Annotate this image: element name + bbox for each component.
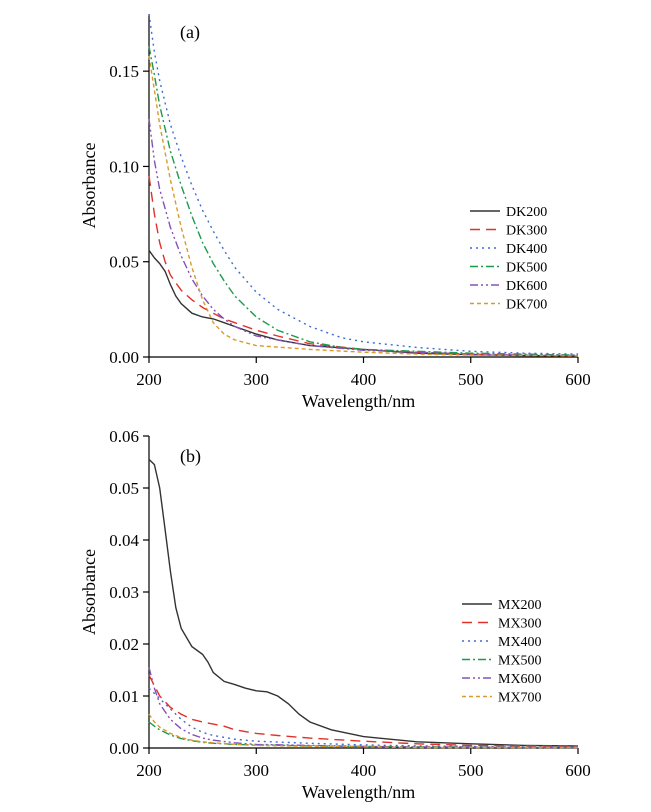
series-group	[148, 13, 579, 357]
panel-label: (a)	[180, 22, 200, 43]
y-tick-label: 0.06	[109, 427, 139, 446]
legend-label: DK300	[506, 224, 547, 239]
legend-label: DK200	[506, 205, 547, 220]
x-axis-title: Wavelength/nm	[302, 782, 416, 802]
chart-panel-2: 200 300 400 500 600 0.00 0.01 0.02 0.03 0.04 0.05 0…	[79, 427, 591, 802]
series-line-mx400	[148, 687, 578, 748]
y-tick-label: 0.03	[109, 583, 139, 602]
series-line-mx700	[148, 713, 578, 749]
y-tick-label: 0.00	[109, 739, 139, 758]
y-tick-label: 0.04	[109, 531, 139, 550]
series-line-mx300	[148, 674, 579, 748]
x-tick-label: 500	[458, 761, 484, 780]
legend-label: MX600	[498, 672, 542, 687]
series-line-mx200	[148, 458, 579, 747]
legend-label: MX500	[498, 654, 542, 669]
y-tick-label: 0.02	[109, 635, 139, 654]
legend-label: DK600	[506, 279, 547, 294]
x-tick-label: 600	[565, 370, 591, 389]
series-line-dk700	[148, 55, 579, 357]
legend: MX200 MX300 MX400 MX500 MX600 MX700	[462, 598, 542, 706]
series-group	[148, 458, 579, 749]
legend-label: MX300	[498, 617, 542, 632]
legend-label: DK700	[506, 298, 547, 313]
x-tick-label: 200	[136, 761, 162, 780]
x-tick-label: 400	[351, 370, 377, 389]
x-tick-label: 600	[565, 761, 591, 780]
y-tick-label: 0.05	[109, 253, 139, 272]
legend-label: DK400	[506, 242, 547, 257]
legend-label: MX200	[498, 598, 542, 613]
panel-label: (b)	[180, 446, 201, 467]
x-tick-label: 400	[351, 761, 377, 780]
x-tick-label: 300	[244, 761, 270, 780]
legend-label: MX700	[498, 691, 542, 706]
x-tick-label: 200	[136, 370, 162, 389]
x-tick-label: 500	[458, 370, 484, 389]
x-tick-label: 300	[244, 370, 270, 389]
y-tick-label: 0.00	[109, 348, 139, 367]
y-axis-title: Absorbance	[79, 549, 99, 635]
y-tick-label: 0.01	[109, 687, 139, 706]
x-axis-title: Wavelength/nm	[302, 391, 416, 411]
series-line-dk200	[148, 249, 579, 357]
y-tick-label: 0.10	[109, 157, 139, 176]
y-axis-title: Absorbance	[79, 143, 99, 229]
chart-panel-1: 200 300 400 500 600 0.00 0.05 0.10 0.15 Wavelengt…	[79, 13, 591, 411]
legend-label: MX400	[498, 635, 542, 650]
series-line-mx500	[148, 721, 578, 749]
y-tick-label: 0.05	[109, 479, 139, 498]
y-tick-label: 0.15	[109, 62, 139, 81]
legend-label: DK500	[506, 261, 547, 276]
legend: DK200 DK300 DK400 DK500 DK600 DK700	[470, 205, 547, 313]
